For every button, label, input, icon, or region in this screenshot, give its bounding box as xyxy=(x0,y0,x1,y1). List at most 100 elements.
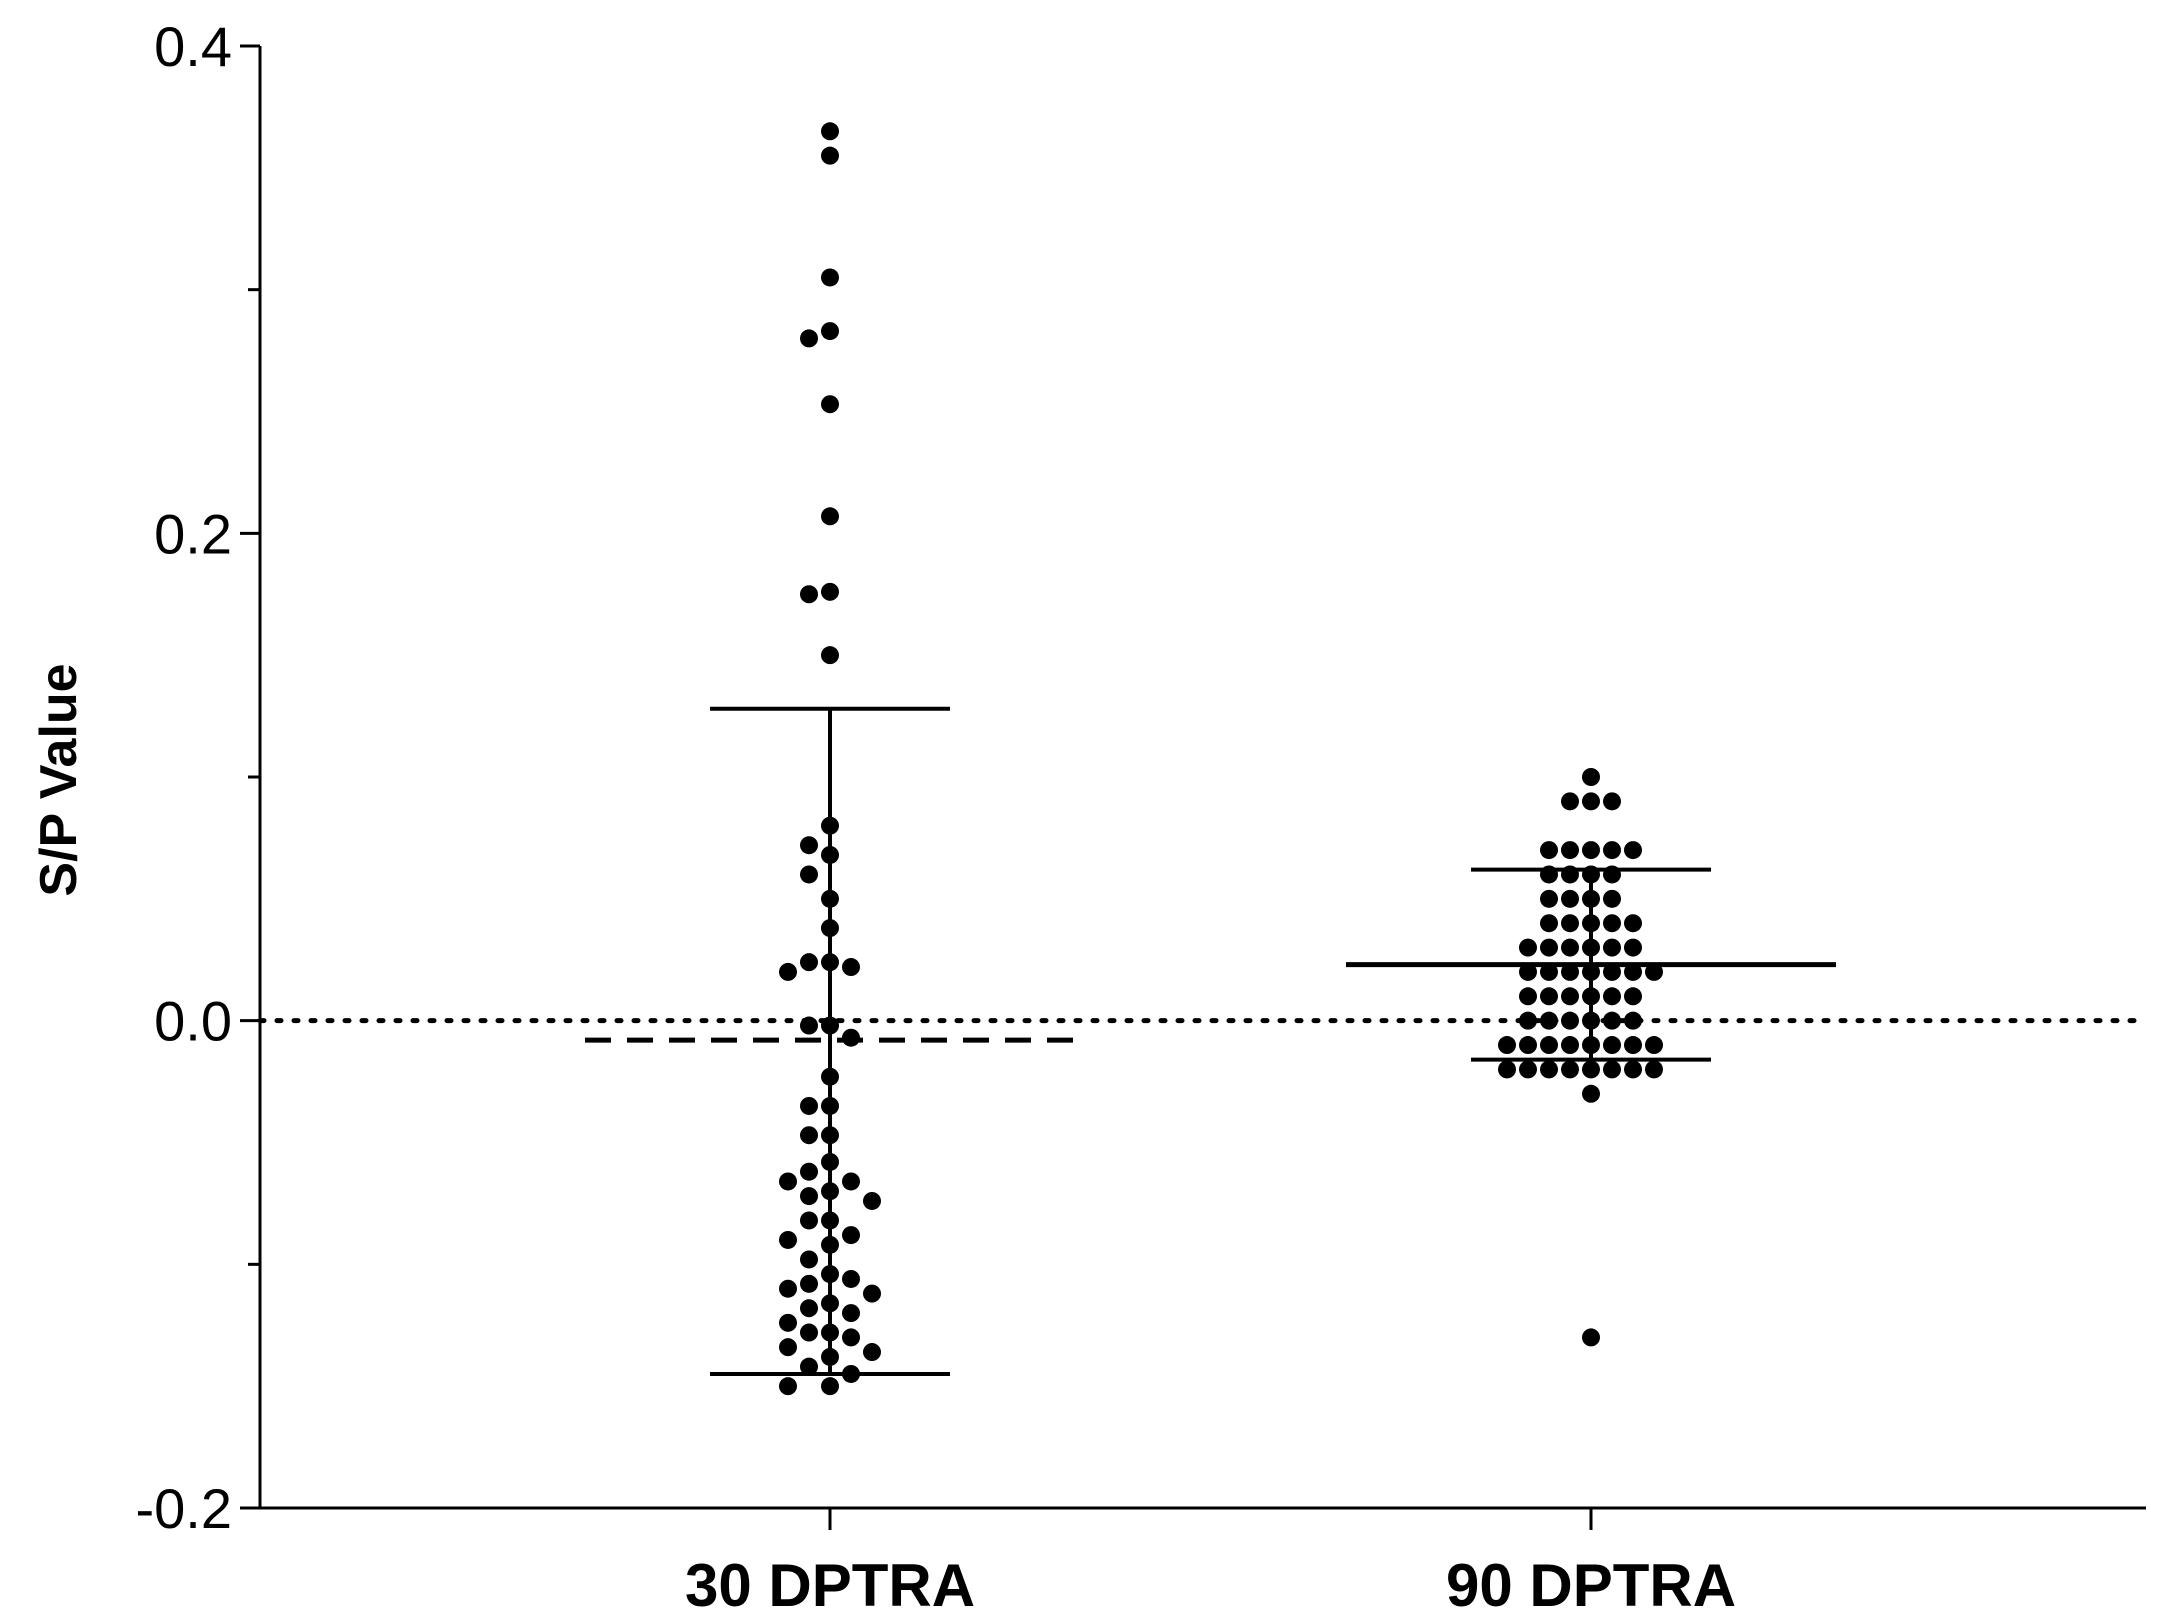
data-point xyxy=(1561,1011,1579,1030)
y-tick-label: 0.4 xyxy=(154,15,232,78)
data-point xyxy=(800,1250,818,1269)
data-point xyxy=(821,646,839,665)
data-point xyxy=(800,1016,818,1035)
data-point xyxy=(1519,987,1537,1006)
data-point xyxy=(863,1343,881,1362)
data-point xyxy=(1561,889,1579,908)
y-tick-label: 0.2 xyxy=(154,502,232,565)
data-point xyxy=(800,329,818,348)
data-point xyxy=(863,1284,881,1303)
data-point xyxy=(1540,987,1558,1006)
data-point xyxy=(1519,1011,1537,1030)
data-point xyxy=(1582,1084,1600,1103)
data-point xyxy=(1645,1036,1663,1055)
data-point xyxy=(1519,1060,1537,1079)
data-point xyxy=(1519,1036,1537,1055)
data-point xyxy=(1645,1060,1663,1079)
data-point xyxy=(800,1211,818,1230)
data-point xyxy=(800,1162,818,1181)
data-point xyxy=(1561,792,1579,811)
data-point xyxy=(821,1377,839,1396)
data-point xyxy=(1624,1060,1642,1079)
data-point xyxy=(1582,1060,1600,1079)
data-points xyxy=(779,122,1663,1396)
data-point xyxy=(1540,1060,1558,1079)
data-point xyxy=(1603,1036,1621,1055)
summary-bars xyxy=(585,706,1836,1376)
data-point xyxy=(1603,1060,1621,1079)
data-point xyxy=(1603,841,1621,860)
data-point xyxy=(1624,1036,1642,1055)
data-point xyxy=(779,1172,797,1191)
data-point xyxy=(1624,1011,1642,1030)
data-point xyxy=(1561,1060,1579,1079)
data-point xyxy=(1603,889,1621,908)
data-point xyxy=(779,1313,797,1332)
data-point xyxy=(800,585,818,604)
axis-labels: -0.2 0.0 0.2 0.4 30 DPTRA 90 DPTRA xyxy=(136,15,1737,1619)
data-point xyxy=(779,962,797,981)
data-point xyxy=(1603,987,1621,1006)
data-point xyxy=(800,1323,818,1342)
data-point xyxy=(1624,841,1642,860)
data-point xyxy=(779,1230,797,1249)
data-point xyxy=(779,1279,797,1298)
data-point xyxy=(1540,914,1558,933)
data-point xyxy=(1561,914,1579,933)
data-point xyxy=(1540,841,1558,860)
data-point xyxy=(1582,792,1600,811)
data-point xyxy=(1498,1060,1516,1079)
data-point xyxy=(1624,938,1642,957)
data-point xyxy=(821,582,839,601)
data-point xyxy=(863,1191,881,1210)
data-point xyxy=(779,1338,797,1357)
data-point xyxy=(842,1172,860,1191)
data-point xyxy=(842,1328,860,1347)
data-point xyxy=(800,836,818,855)
data-point xyxy=(1540,938,1558,957)
data-point xyxy=(842,1269,860,1288)
data-point xyxy=(800,953,818,972)
data-point xyxy=(842,958,860,977)
y-tick-label: -0.2 xyxy=(136,1477,233,1540)
data-point xyxy=(821,322,839,341)
data-point xyxy=(1603,792,1621,811)
data-point xyxy=(800,865,818,884)
data-point xyxy=(821,395,839,414)
data-point xyxy=(1624,962,1642,981)
x-category-label: 90 DPTRA xyxy=(1446,1552,1736,1619)
data-point xyxy=(821,268,839,287)
data-point xyxy=(1645,962,1663,981)
data-point xyxy=(800,1274,818,1293)
data-point xyxy=(1582,768,1600,786)
data-point xyxy=(1498,1036,1516,1055)
data-point xyxy=(1540,1036,1558,1055)
data-point xyxy=(1603,938,1621,957)
data-point xyxy=(1603,962,1621,981)
data-point xyxy=(1561,1036,1579,1055)
data-point xyxy=(800,1126,818,1145)
data-point xyxy=(800,1357,818,1376)
data-point xyxy=(1540,962,1558,981)
data-point xyxy=(1603,1011,1621,1030)
data-point xyxy=(1582,1328,1600,1347)
data-point xyxy=(1540,1011,1558,1030)
data-point xyxy=(1561,841,1579,860)
data-point xyxy=(1561,962,1579,981)
data-point xyxy=(1582,841,1600,860)
data-point xyxy=(800,1299,818,1318)
y-tick-label: 0.0 xyxy=(154,990,232,1053)
data-point xyxy=(1519,938,1537,957)
data-point xyxy=(1561,938,1579,957)
data-point xyxy=(821,122,839,141)
data-point xyxy=(1624,987,1642,1006)
data-point xyxy=(821,507,839,526)
data-point xyxy=(779,1377,797,1396)
y-axis-title: S/P Value xyxy=(30,663,88,896)
data-point xyxy=(821,146,839,165)
data-point xyxy=(842,1304,860,1323)
data-point xyxy=(800,1187,818,1206)
x-category-label: 30 DPTRA xyxy=(685,1552,975,1619)
data-point xyxy=(1540,889,1558,908)
data-point xyxy=(800,1096,818,1115)
